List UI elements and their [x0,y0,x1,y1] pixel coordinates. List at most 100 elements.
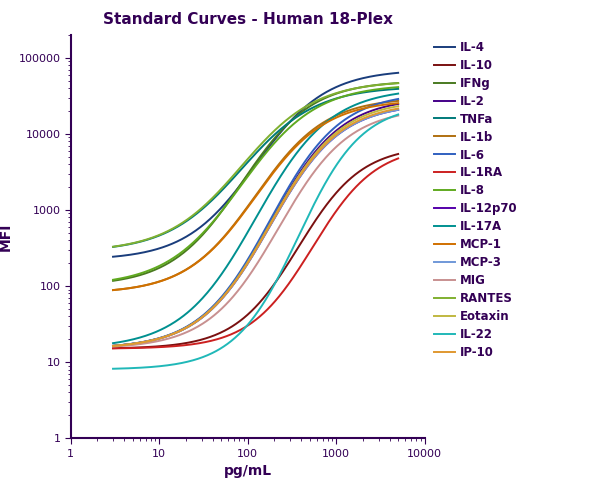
IL-1RA [110,346,117,352]
Line: MCP-1: MCP-1 [113,103,398,290]
IL-12p70 [368,114,375,120]
IL-4 [110,253,117,259]
IL-17A [395,91,402,97]
IL-12p70 [110,343,117,349]
MCP-1 [110,287,117,293]
MIG [110,344,117,350]
Eotaxin [368,110,375,116]
Line: RANTES: RANTES [113,83,398,247]
IFNg [110,278,117,284]
MCP-3 [350,122,357,127]
IL-10 [284,261,291,267]
IL-17A [110,340,117,346]
Line: TNFa: TNFa [113,89,398,247]
IL-6 [350,112,357,118]
IL-17A [350,103,357,109]
IL-1RA [278,290,286,296]
IL-2 [284,189,291,195]
IL-22 [395,112,402,118]
Line: IFNg: IFNg [113,83,398,281]
IFNg [278,127,286,133]
IL-22 [110,366,117,372]
TNFa [395,86,402,92]
IL-12p70 [395,107,402,113]
RANTES [279,120,286,126]
IL-2 [395,101,402,107]
RANTES [110,244,117,249]
IP-10 [350,121,357,126]
IP-10 [395,106,402,112]
Eotaxin [284,191,291,197]
TNFa [110,244,117,250]
TNFa [284,121,291,126]
IL-12p70 [284,193,291,199]
Line: IL-8: IL-8 [113,87,398,280]
IL-12p70 [350,122,357,127]
IL-10 [110,345,117,351]
IL-6 [278,196,286,202]
IL-4 [110,254,117,260]
IL-17A [278,171,286,177]
IL-10 [368,161,375,167]
IL-1RA [395,155,402,161]
X-axis label: pg/mL: pg/mL [224,464,272,478]
IL-1b [110,287,117,293]
MCP-1 [278,159,286,165]
IL-4 [284,122,291,127]
IL-12p70 [110,343,117,349]
IL-1RA [368,170,375,176]
IL-6 [279,194,286,200]
MCP-1 [350,108,357,114]
Eotaxin [395,103,402,109]
IL-6 [284,186,291,192]
MCP-3 [284,193,291,199]
IL-2 [279,197,286,203]
IL-6 [110,343,117,349]
IL-4 [279,127,286,133]
MCP-1 [395,100,402,106]
Line: Eotaxin: Eotaxin [113,106,398,346]
TNFa [278,125,286,131]
Legend: IL-4, IL-10, IFNg, IL-2, TNFa, IL-1b, IL-6, IL-1RA, IL-8, IL-12p70, IL-17A, MCP-: IL-4, IL-10, IFNg, IL-2, TNFa, IL-1b, IL… [434,41,518,359]
IFNg [350,86,357,92]
Line: IP-10: IP-10 [113,109,398,346]
MCP-3 [368,114,375,120]
IL-2 [110,343,117,349]
MCP-3 [279,201,286,207]
IL-4 [350,78,357,84]
Y-axis label: MFI: MFI [0,223,13,250]
IP-10 [279,200,286,206]
Line: IL-4: IL-4 [113,73,398,257]
IP-10 [110,343,117,349]
TNFa [350,91,357,97]
IL-2 [278,199,286,205]
IL-1RA [110,346,117,352]
IL-17A [110,340,117,346]
IP-10 [368,113,375,119]
IL-10 [110,345,117,351]
IL-1b [368,102,375,108]
MCP-1 [279,158,286,164]
Eotaxin [278,200,286,206]
MIG [278,220,286,226]
MIG [284,210,291,216]
RANTES [395,80,402,86]
IL-17A [279,170,286,176]
IL-17A [368,96,375,102]
IFNg [368,83,375,89]
TNFa [279,124,286,130]
MIG [279,218,286,224]
IP-10 [110,343,117,349]
RANTES [278,121,286,127]
IL-22 [279,265,286,271]
RANTES [368,83,375,89]
MIG [368,121,375,127]
RANTES [284,116,291,122]
IL-10 [350,173,357,179]
IL-17A [284,163,291,169]
IL-6 [368,103,375,109]
Eotaxin [110,343,117,349]
IL-1RA [284,282,291,288]
IP-10 [278,202,286,208]
IL-8 [368,87,375,93]
